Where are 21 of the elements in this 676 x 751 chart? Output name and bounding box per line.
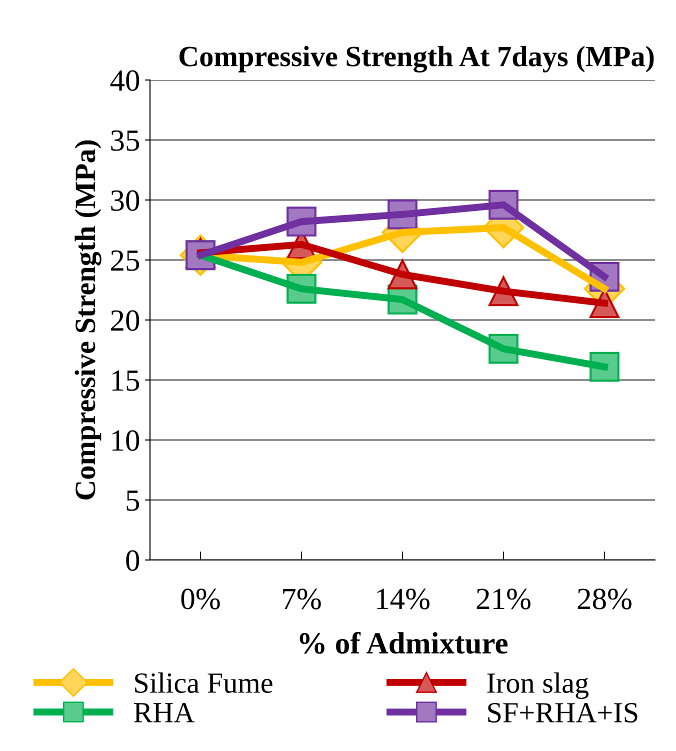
y-tick-label: 15 bbox=[112, 370, 140, 391]
x-tick-label: 0% bbox=[181, 588, 220, 610]
x-tick-label: 28% bbox=[578, 588, 632, 610]
legend-label: Iron slag bbox=[487, 672, 589, 699]
legend-label: Silica Fume bbox=[135, 672, 272, 693]
y-tick-label: 30 bbox=[111, 190, 140, 211]
y-tick-label: 10 bbox=[112, 430, 140, 451]
y-tick-label: 35 bbox=[111, 130, 140, 151]
x-tick-label: 7% bbox=[283, 588, 321, 610]
y-tick-label: 25 bbox=[111, 250, 140, 271]
chart-title: Compressive Strength At 7days (MPa) bbox=[179, 46, 654, 73]
y-tick-label: 40 bbox=[110, 70, 140, 91]
y-axis-title: Compressive Strength (MPa) bbox=[74, 140, 102, 500]
y-tick-label: 0 bbox=[126, 550, 140, 571]
x-axis-title: % of Admixture bbox=[300, 632, 508, 654]
x-tick-label: 14% bbox=[377, 588, 430, 610]
y-tick-label: 20 bbox=[111, 310, 140, 331]
x-tick-label: 21% bbox=[476, 588, 530, 610]
y-tick-label: 5 bbox=[126, 490, 140, 511]
legend-label: SF+RHA+IS bbox=[488, 702, 638, 723]
legend-label: RHA bbox=[134, 702, 195, 722]
